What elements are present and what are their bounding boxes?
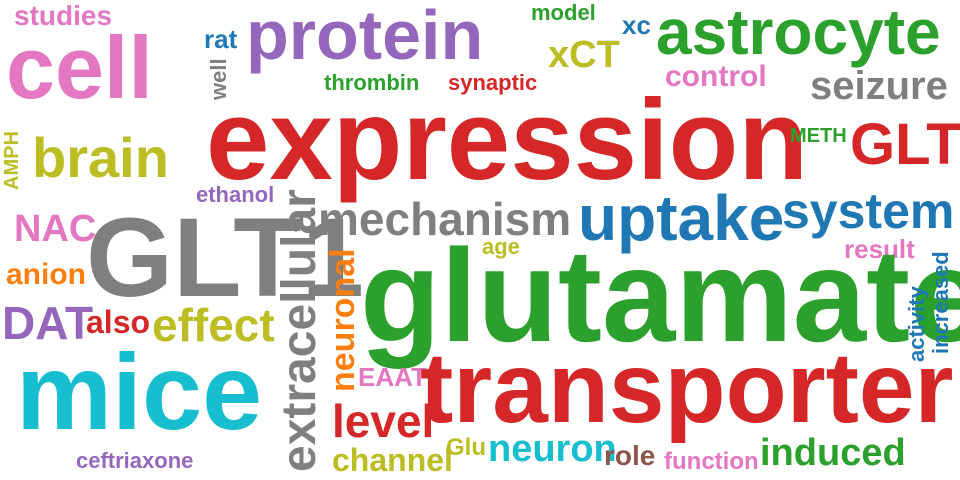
word-age: age — [482, 234, 520, 259]
word-meth: METH — [790, 125, 847, 147]
word-control: control — [665, 60, 767, 93]
word-xc: xc — [622, 10, 651, 40]
word-channel: channel — [332, 442, 453, 478]
word-ceftriaxone: ceftriaxone — [76, 448, 194, 473]
word-function: function — [664, 448, 759, 475]
word-rat: rat — [204, 24, 238, 54]
word-anion: anion — [6, 258, 86, 291]
word-xct: xCT — [548, 34, 620, 76]
word-transporter: transporter — [420, 332, 954, 444]
word-nac: NAC — [14, 208, 97, 250]
word-studies: studies — [14, 0, 113, 31]
word-glt: GLT — [850, 112, 960, 177]
word-cell: cell — [6, 18, 153, 117]
word-seizure: seizure — [810, 64, 948, 108]
word-result: result — [844, 234, 915, 264]
word-extracellular: extracellular — [273, 189, 326, 472]
word-protein: protein — [246, 0, 484, 74]
word-neuron: neuron — [488, 428, 617, 470]
word-effect: effect — [152, 299, 275, 351]
word-mechanism: mechanism — [318, 193, 572, 245]
word-synaptic: synaptic — [448, 70, 538, 95]
word-system: system — [782, 183, 955, 239]
word-uptake: uptake — [578, 182, 785, 254]
word-glt1: GLT1 — [86, 195, 364, 320]
word-level: level — [332, 395, 435, 447]
word-mice: mice — [16, 331, 263, 452]
word-role: role — [604, 440, 656, 471]
word-ethanol: ethanol — [196, 182, 275, 207]
word-also: also — [86, 304, 151, 340]
word-expression: expression — [206, 77, 808, 204]
word-brain: brain — [32, 126, 169, 189]
word-neuronal: neuronal — [324, 248, 362, 392]
word-amph: AMPH — [1, 131, 23, 190]
word-glu: Glu — [446, 434, 486, 461]
word-thrombin: thrombin — [324, 70, 420, 95]
word-eaat: EAAT — [358, 362, 427, 392]
word-astrocyte: astrocyte — [656, 0, 941, 68]
word-glutamate: glutamate — [360, 222, 960, 369]
word-dat: DAT — [2, 297, 94, 349]
word-model: model — [531, 0, 596, 25]
word-induced: induced — [760, 432, 906, 474]
